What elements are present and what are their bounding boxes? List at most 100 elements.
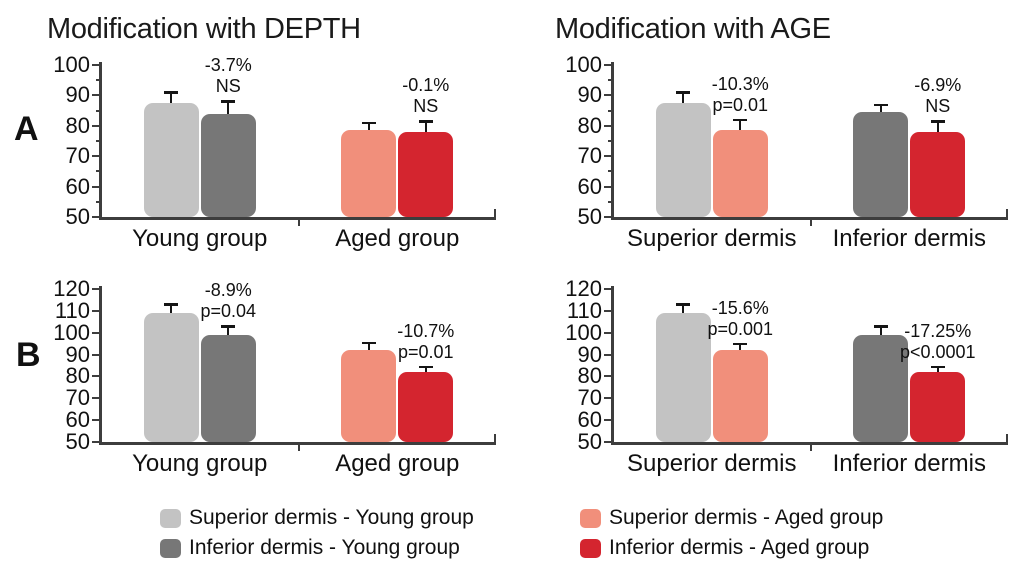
x-axis: [99, 217, 496, 220]
annotation: -15.6% p=0.001: [707, 297, 774, 339]
error-bar-cap: [361, 121, 376, 125]
y-tick-label: 110: [566, 297, 602, 323]
error-bar: [227, 326, 230, 343]
error-bar-cap: [676, 91, 691, 94]
y-tick: [604, 94, 613, 97]
legend-item: Inferior dermis - Young group: [160, 537, 460, 559]
y-minor-tick: [608, 170, 613, 173]
bar: [853, 112, 909, 217]
y-tick: [92, 353, 101, 356]
y-tick: [92, 124, 101, 127]
error-bar: [879, 326, 882, 343]
bar: [200, 334, 256, 442]
error-bar: [739, 119, 742, 139]
y-tick: [604, 124, 613, 127]
y-tick-label: 90: [65, 82, 90, 108]
bar: [200, 113, 256, 217]
legend-item: Superior dermis - Young group: [160, 507, 474, 529]
annotation: -8.9% p=0.04: [200, 280, 257, 322]
annotation: -10.3% p=0.01: [711, 73, 769, 115]
y-tick-label: 120: [53, 276, 90, 301]
y-tick: [604, 288, 613, 290]
y-tick-label: 110: [54, 297, 90, 323]
error-bar-cap: [930, 120, 945, 123]
y-tick: [92, 375, 101, 378]
error-bar: [227, 101, 230, 122]
y-tick: [92, 155, 101, 158]
y-tick: [92, 419, 101, 422]
error-bar-cap: [873, 325, 888, 328]
y-tick-label: 100: [565, 52, 602, 77]
error-bar-cap: [733, 118, 748, 122]
bar: [398, 131, 454, 217]
y-tick: [92, 216, 101, 218]
legend-swatch-superior-young: [160, 508, 181, 528]
legend-item: Inferior dermis - Aged group: [580, 537, 869, 559]
bar: [143, 103, 199, 217]
legend-swatch-superior-aged: [580, 508, 601, 528]
y-minor-tick: [608, 200, 613, 203]
group-divider-tick: [809, 220, 812, 226]
x-group-label: Superior dermis: [627, 450, 797, 477]
y-tick-label: 60: [65, 407, 90, 433]
error-bar-cap: [418, 365, 433, 369]
error-bar: [936, 121, 939, 140]
x-group-label: Aged group: [335, 450, 460, 477]
bar: [143, 313, 199, 442]
error-bar-cap: [418, 120, 433, 123]
y-tick: [92, 309, 101, 312]
error-bar: [170, 92, 173, 111]
axis-end-tick: [494, 434, 496, 442]
legend-label: Inferior dermis - Aged group: [609, 536, 870, 559]
y-axis: [99, 286, 102, 445]
axis-end-tick: [1006, 209, 1008, 217]
error-bar: [682, 92, 685, 111]
error-bar-cap: [676, 303, 691, 306]
y-tick-label: 80: [577, 363, 602, 389]
x-axis: [99, 442, 496, 445]
y-tick: [604, 309, 613, 312]
error-bar-cap: [164, 303, 179, 306]
panel-label-a: A: [14, 110, 39, 148]
y-tick: [604, 185, 613, 188]
legend-label: Superior dermis - Aged group: [609, 506, 884, 529]
y-tick: [92, 288, 101, 290]
legend-swatch-inferior-aged: [580, 538, 601, 558]
bar: [910, 131, 966, 217]
bar: [341, 130, 397, 217]
y-tick: [604, 419, 613, 422]
y-tick: [92, 185, 101, 188]
group-divider-tick: [809, 445, 812, 451]
x-group-label: Young group: [132, 450, 268, 477]
y-tick-label: 90: [577, 341, 602, 367]
y-minor-tick: [96, 140, 101, 142]
error-bar-cap: [930, 365, 945, 369]
x-group-label: Aged group: [335, 225, 460, 252]
y-tick-label: 90: [577, 82, 602, 108]
y-tick: [604, 155, 613, 158]
y-minor-tick: [608, 140, 613, 142]
legend-swatch-inferior-young: [160, 538, 181, 558]
y-tick-label: 70: [577, 385, 602, 411]
y-minor-tick: [608, 79, 613, 82]
axis-end-tick: [1006, 434, 1008, 442]
annotation: -10.7% p=0.01: [397, 320, 455, 362]
y-tick-label: 120: [565, 276, 602, 301]
x-axis: [611, 442, 1008, 445]
bar: [910, 372, 966, 442]
y-minor-tick: [96, 109, 101, 112]
y-tick-label: 50: [577, 429, 602, 454]
bar: [341, 350, 397, 442]
group-divider-tick: [297, 445, 300, 451]
error-bar-cap: [873, 103, 888, 107]
y-axis: [611, 286, 614, 445]
bar: [398, 372, 454, 442]
y-tick-label: 60: [577, 407, 602, 433]
bar: [853, 334, 909, 442]
annotation: -17.25% p<0.0001: [899, 320, 976, 362]
error-bar-cap: [361, 341, 376, 345]
annotation: -0.1% NS: [402, 75, 450, 117]
y-tick: [604, 441, 613, 443]
bar: [712, 130, 768, 217]
